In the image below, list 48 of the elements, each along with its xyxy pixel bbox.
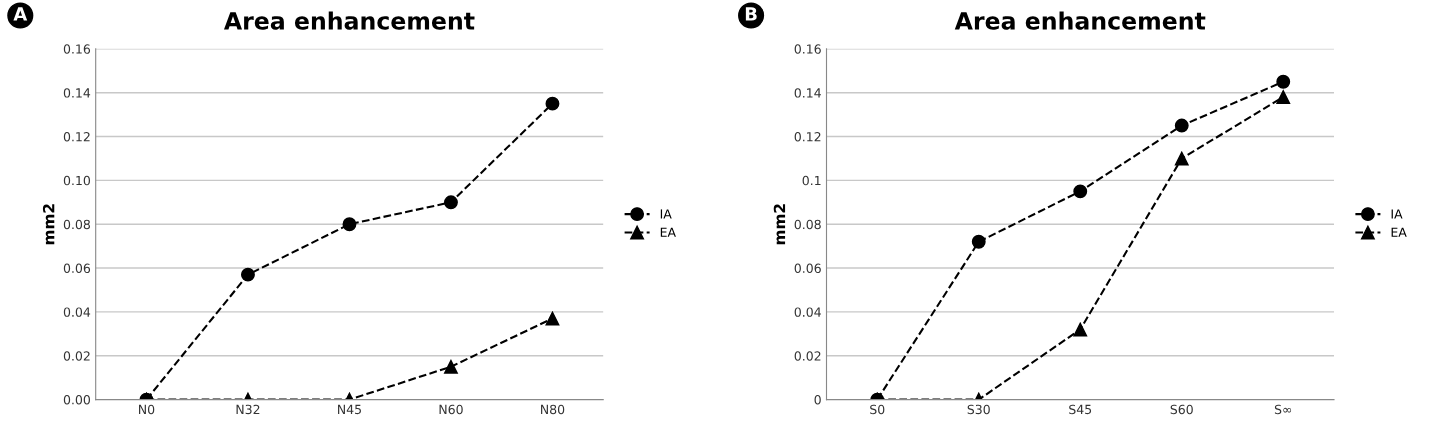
y-axis-title: mm2 — [773, 204, 786, 245]
y-tick-label: 0.1 — [802, 175, 821, 186]
y-tick-label: 0.16 — [794, 44, 821, 54]
x-tick-label: S30 — [967, 404, 990, 415]
y-tick-label: 0.04 — [63, 307, 91, 317]
y-tick-label: 0.14 — [63, 88, 91, 98]
legend-label: EA — [660, 227, 676, 237]
x-tick-label: N80 — [541, 404, 565, 415]
y-tick-label: 0.08 — [794, 219, 821, 230]
y-tick-label: 0.06 — [63, 263, 91, 273]
x-tick-label: S∞ — [1274, 404, 1292, 415]
point — [1276, 74, 1291, 89]
chart-title: Area enhancement — [223, 11, 475, 30]
x-tick-label: N32 — [236, 404, 260, 415]
point — [342, 217, 357, 232]
point — [1073, 184, 1088, 199]
point — [1174, 118, 1189, 133]
legend-label: IA — [660, 209, 672, 219]
point — [1276, 90, 1291, 105]
point — [971, 234, 986, 249]
y-tick-label: 0.14 — [794, 88, 821, 98]
y-tick-label: 0.04 — [794, 307, 821, 317]
x-tick-label: S60 — [1170, 404, 1193, 415]
y-axis-title: mm2 — [42, 204, 55, 245]
x-tick-label: N45 — [338, 404, 361, 415]
y-tick-label: 0.12 — [63, 132, 90, 142]
y-tick-label: 0.10 — [63, 175, 91, 186]
x-tick-label: S0 — [870, 404, 885, 415]
y-tick-label: 0.02 — [794, 351, 821, 361]
chart-title: Area enhancement — [954, 11, 1206, 30]
x-tick-label: S45 — [1069, 404, 1092, 415]
legend-label: EA — [1391, 227, 1407, 237]
y-tick-label: 0 — [814, 395, 821, 405]
y-tick-label: 0.16 — [63, 44, 91, 54]
x-tick-label: N0 — [139, 404, 155, 415]
legend-label: IA — [1391, 209, 1403, 219]
point — [1174, 151, 1189, 166]
y-tick-label: 0.00 — [63, 395, 91, 405]
point — [444, 195, 458, 210]
x-tick-label: N60 — [439, 404, 463, 415]
text: B — [745, 7, 757, 21]
y-tick-label: 0.06 — [794, 263, 821, 273]
point — [545, 311, 560, 326]
text: A — [13, 7, 28, 21]
y-tick-label: 0.12 — [794, 132, 821, 142]
y-tick-label: 0.08 — [63, 219, 90, 230]
point — [241, 267, 255, 282]
y-tick-label: 0.02 — [63, 351, 90, 361]
